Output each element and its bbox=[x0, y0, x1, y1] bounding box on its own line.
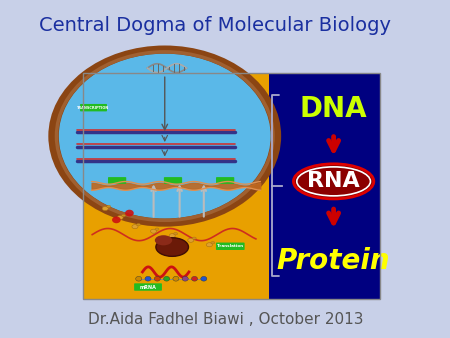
Circle shape bbox=[182, 276, 188, 281]
Circle shape bbox=[112, 217, 121, 223]
FancyBboxPatch shape bbox=[164, 177, 182, 184]
Ellipse shape bbox=[107, 206, 111, 208]
Bar bbox=[83, 73, 269, 299]
Ellipse shape bbox=[155, 228, 159, 231]
Text: mRNA: mRNA bbox=[140, 285, 157, 290]
Circle shape bbox=[125, 210, 134, 216]
Circle shape bbox=[201, 276, 207, 281]
FancyBboxPatch shape bbox=[134, 283, 162, 291]
Ellipse shape bbox=[169, 234, 175, 238]
Circle shape bbox=[191, 276, 198, 281]
Bar bbox=[269, 73, 381, 299]
Ellipse shape bbox=[156, 238, 189, 256]
Text: DNA: DNA bbox=[300, 95, 368, 123]
Circle shape bbox=[135, 276, 142, 281]
Bar bbox=[83, 73, 381, 299]
Text: Central Dogma of Molecular Biology: Central Dogma of Molecular Biology bbox=[40, 16, 392, 35]
Ellipse shape bbox=[188, 238, 194, 242]
FancyBboxPatch shape bbox=[108, 177, 126, 184]
Ellipse shape bbox=[132, 225, 138, 229]
Circle shape bbox=[154, 276, 160, 281]
Ellipse shape bbox=[174, 233, 178, 235]
Circle shape bbox=[163, 276, 170, 281]
Ellipse shape bbox=[122, 214, 126, 217]
FancyBboxPatch shape bbox=[216, 243, 245, 250]
FancyBboxPatch shape bbox=[80, 104, 107, 112]
Text: Protein: Protein bbox=[277, 247, 391, 275]
Ellipse shape bbox=[151, 229, 157, 233]
Ellipse shape bbox=[117, 216, 123, 220]
Circle shape bbox=[145, 276, 151, 281]
Ellipse shape bbox=[293, 164, 374, 199]
Circle shape bbox=[59, 54, 271, 218]
Text: TRANSCRIPTION: TRANSCRIPTION bbox=[77, 106, 110, 110]
Ellipse shape bbox=[155, 235, 172, 245]
Ellipse shape bbox=[102, 207, 108, 211]
Ellipse shape bbox=[207, 243, 212, 247]
Circle shape bbox=[173, 276, 179, 281]
Ellipse shape bbox=[192, 237, 196, 239]
Text: Dr.Aida Fadhel Biawi , October 2013: Dr.Aida Fadhel Biawi , October 2013 bbox=[88, 312, 363, 327]
Ellipse shape bbox=[136, 223, 140, 226]
Circle shape bbox=[48, 46, 281, 227]
Text: RNA: RNA bbox=[307, 171, 360, 191]
FancyBboxPatch shape bbox=[216, 177, 234, 184]
Ellipse shape bbox=[211, 242, 215, 244]
Text: Translation: Translation bbox=[217, 244, 243, 248]
